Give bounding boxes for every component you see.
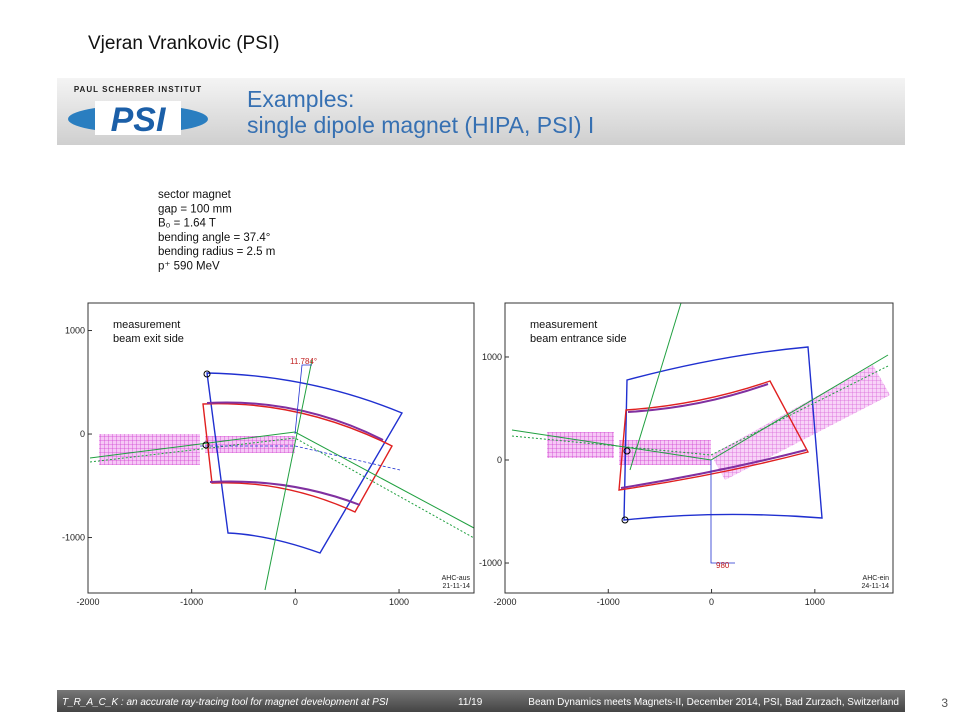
y-tick-label: -1000 bbox=[62, 533, 85, 543]
y-tick-label: 1000 bbox=[65, 326, 85, 336]
plot-frame bbox=[87, 302, 475, 594]
parameters: sector magnet gap = 100 mm B₀ = 1.64 T bend… bbox=[158, 189, 275, 273]
slide-number: 3 bbox=[941, 696, 948, 710]
title-line: Examples: bbox=[247, 86, 354, 112]
annotation: 980 bbox=[716, 561, 730, 570]
x-tick-label: -2000 bbox=[493, 597, 516, 607]
x-tick-label: -2000 bbox=[76, 597, 99, 607]
y-tick-label: 0 bbox=[497, 455, 502, 465]
plot-label: measurement bbox=[530, 319, 597, 331]
plot-label: beam exit side bbox=[113, 333, 184, 345]
y-tick-label: 1000 bbox=[482, 352, 502, 362]
logo-box bbox=[95, 101, 181, 135]
plot-label: measurement bbox=[113, 319, 180, 331]
stamp: AHC-ein bbox=[863, 575, 890, 582]
stamp: 21-11-14 bbox=[442, 583, 470, 590]
parameter: gap = 100 mm bbox=[158, 203, 232, 215]
x-tick-label: -1000 bbox=[597, 597, 620, 607]
stamp: 24-11-14 bbox=[861, 583, 889, 590]
parameter: bending angle = 37.4° bbox=[158, 232, 270, 244]
footer-left: T_R_A_C_K : an accurate ray-tracing tool… bbox=[62, 697, 389, 708]
x-tick-label: 1000 bbox=[805, 597, 825, 607]
header-band bbox=[57, 78, 905, 145]
plot-drawing bbox=[89, 359, 475, 591]
parameter: B₀ = 1.64 T bbox=[158, 218, 216, 230]
annotation: 11.784° bbox=[290, 357, 317, 366]
plot-drawing bbox=[511, 302, 890, 564]
y-tick-label: 0 bbox=[80, 429, 85, 439]
plots: -2000 -1000 0 1000 1000 0 -1000 measurement beam… bbox=[62, 302, 894, 607]
footer-bar bbox=[57, 690, 905, 712]
x-tick-label: 0 bbox=[293, 597, 298, 607]
x-tick-label: 0 bbox=[709, 597, 714, 607]
title-line: single dipole magnet (HIPA, PSI) I bbox=[247, 112, 594, 138]
y-tick-label: -1000 bbox=[479, 558, 502, 568]
institute: PAUL SCHERRER INSTITUT bbox=[74, 85, 202, 94]
x-tick-label: 1000 bbox=[389, 597, 409, 607]
logo: PSI bbox=[111, 101, 167, 139]
footer-right: Beam Dynamics meets Magnets-II, December… bbox=[528, 697, 899, 708]
parameter: sector magnet bbox=[158, 189, 232, 201]
parameter: p⁺ 590 MeV bbox=[158, 261, 220, 273]
footer-page: 11/19 bbox=[458, 697, 483, 708]
parameter: bending radius = 2.5 m bbox=[158, 246, 275, 258]
plot-label: beam entrance side bbox=[530, 333, 627, 345]
plot-frame bbox=[504, 302, 894, 594]
x-tick-label: -1000 bbox=[180, 597, 203, 607]
stamp: AHC-aus bbox=[442, 575, 471, 582]
author: Vjeran Vrankovic (PSI) bbox=[88, 33, 279, 54]
